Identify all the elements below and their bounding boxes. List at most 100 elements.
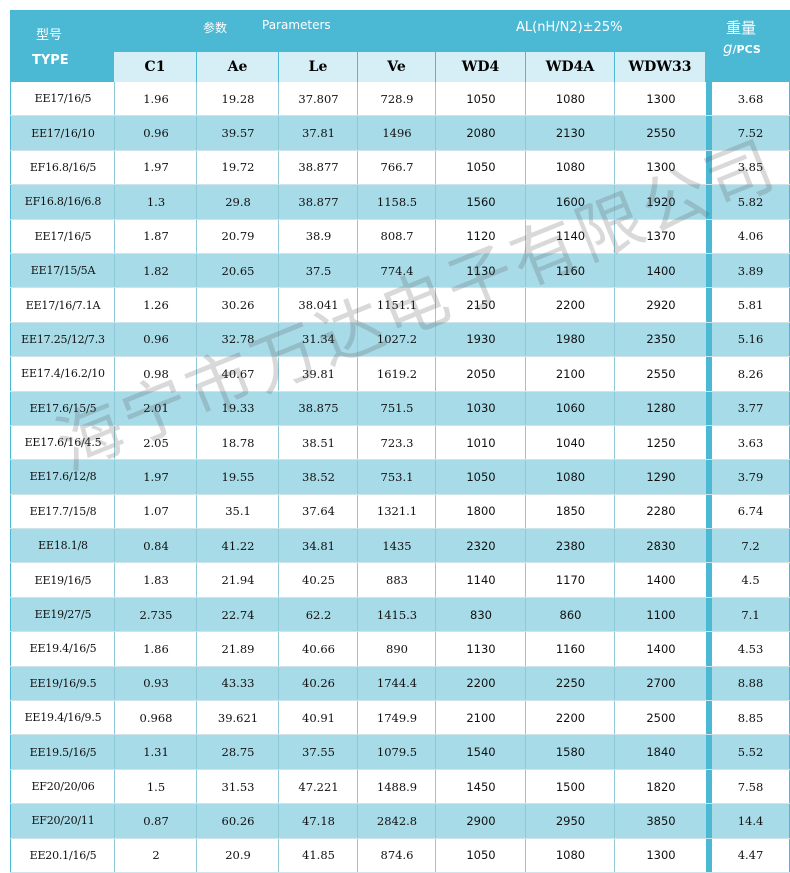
table-row: EE19.4/16/9.5 0.968 39.621 40.91 1749.9 2100 2…: [10, 701, 790, 736]
wd4a-cell: 1080: [525, 150, 615, 185]
le-cell: 40.66: [278, 632, 358, 666]
wd4-cell: 1140: [435, 563, 526, 597]
c1-cell: 1.97: [114, 460, 197, 494]
c1-cell: 0.87: [114, 804, 197, 838]
weight-cell: 5.82: [706, 185, 790, 219]
ve-cell: 723.3: [357, 425, 436, 460]
c1-cell: 1.97: [114, 150, 197, 185]
wd4a-cell: 1850: [525, 494, 615, 529]
ae-cell: 43.33: [196, 666, 279, 701]
ve-cell: 1027.2: [357, 322, 436, 357]
weight-cell: 14.4: [706, 804, 790, 838]
c1-cell: 1.86: [114, 632, 197, 666]
ae-cell: 28.75: [196, 735, 279, 769]
wd4-cell: 2150: [435, 288, 526, 322]
weight-cell: 3.85: [706, 150, 790, 185]
wdw33-cell: 1300: [614, 150, 707, 185]
wd4a-cell: 1080: [525, 82, 615, 116]
type-cell: EF20/20/06: [10, 769, 115, 804]
ve-cell: 1488.9: [357, 769, 436, 804]
c1-cell: 2.01: [114, 391, 197, 425]
c1-cell: 1.96: [114, 82, 197, 116]
le-cell: 38.877: [278, 185, 358, 219]
type-cell: EE19.4/16/5: [10, 632, 115, 666]
weight-cell: 5.16: [706, 322, 790, 357]
le-cell: 31.34: [278, 322, 358, 357]
ae-cell: 19.28: [196, 82, 279, 116]
le-cell: 38.52: [278, 460, 358, 494]
type-cell: EE17/16/5: [10, 219, 115, 253]
weight-cell: 6.74: [706, 494, 790, 529]
le-cell: 40.26: [278, 666, 358, 701]
ve-cell: 1079.5: [357, 735, 436, 769]
ae-cell: 30.26: [196, 288, 279, 322]
wd4-cell: 1560: [435, 185, 526, 219]
wd4a-cell: 2130: [525, 116, 615, 150]
weight-cell: 7.52: [706, 116, 790, 150]
wd4a-cell: 1170: [525, 563, 615, 597]
ve-cell: 890: [357, 632, 436, 666]
ve-cell: 874.6: [357, 838, 436, 872]
c1-cell: 0.96: [114, 116, 197, 150]
weight-unit-g: g: [723, 39, 733, 57]
c1-cell: 1.87: [114, 219, 197, 253]
table-row: EE17.4/16.2/10 0.98 40.67 39.81 1619.2 2050 21…: [10, 357, 790, 392]
ae-cell: 18.78: [196, 425, 279, 460]
ve-cell: 774.4: [357, 253, 436, 288]
weight-header-cn: 重量: [726, 19, 757, 37]
wd4-cell: 1540: [435, 735, 526, 769]
weight-cell: 8.26: [706, 357, 790, 391]
wdw33-cell: 2500: [614, 701, 707, 735]
ve-cell: 1151.1: [357, 288, 436, 322]
wd4-cell: 1050: [435, 460, 526, 494]
type-cell: EE17.4/16.2/10: [10, 357, 115, 391]
ae-cell: 32.78: [196, 322, 279, 357]
wd4a-cell: 2250: [525, 666, 615, 701]
wd4-cell: 2900: [435, 804, 526, 838]
wdw33-cell: 2830: [614, 529, 707, 563]
table-row: EF20/20/11 0.87 60.26 47.18 2842.8 2900 2950 38…: [10, 804, 790, 839]
wd4a-cell: 1160: [525, 632, 615, 666]
type-cell: EE17/15/5A: [10, 253, 115, 288]
wd4a-cell: 860: [525, 597, 615, 632]
c1-cell: 2.735: [114, 597, 197, 632]
table-row: EE19/27/5 2.735 22.74 62.2 1415.3 830 860 1100 7…: [10, 597, 790, 633]
ae-cell: 39.621: [196, 701, 279, 735]
le-cell: 37.81: [278, 116, 358, 150]
wd4a-cell: 1980: [525, 322, 615, 357]
c1-cell: 1.82: [114, 253, 197, 288]
wdw33-cell: 1300: [614, 82, 707, 116]
al-header: AL(nH/N2)±25%: [516, 20, 623, 35]
wdw33-cell: 2550: [614, 357, 707, 391]
weight-cell: 3.63: [706, 425, 790, 460]
ve-cell: 1744.4: [357, 666, 436, 701]
wdw33-cell: 1400: [614, 253, 707, 288]
wdw33-cell: 1250: [614, 425, 707, 460]
le-cell: 37.55: [278, 735, 358, 769]
table-row: EF16.8/16/5 1.97 19.72 38.877 766.7 1050 1080 1…: [10, 150, 790, 186]
c1-cell: 1.26: [114, 288, 197, 322]
wd4-cell: 2080: [435, 116, 526, 150]
wdw33-cell: 1840: [614, 735, 707, 769]
c1-cell: 1.83: [114, 563, 197, 597]
wdw33-cell: 2350: [614, 322, 707, 357]
wd4-cell: 1010: [435, 425, 526, 460]
col-header-c1: C1: [114, 52, 196, 82]
wdw33-cell: 1280: [614, 391, 707, 425]
c1-cell: 0.84: [114, 529, 197, 563]
le-cell: 39.81: [278, 357, 358, 391]
ve-cell: 728.9: [357, 82, 436, 116]
wd4a-cell: 1040: [525, 425, 615, 460]
wd4-cell: 1050: [435, 838, 526, 872]
wdw33-cell: 1300: [614, 838, 707, 872]
type-cell: EE18.1/8: [10, 529, 115, 563]
col-header-wdw33: WDW33: [615, 52, 705, 82]
ae-cell: 60.26: [196, 804, 279, 838]
type-cell: EE19.4/16/9.5: [10, 701, 115, 735]
table-row: EE17/16/10 0.96 39.57 37.81 1496 2080 2130 2550…: [10, 116, 790, 151]
weight-cell: 7.58: [706, 769, 790, 804]
ve-cell: 1749.9: [357, 701, 436, 735]
type-cell: EE17.6/12/8: [10, 460, 115, 494]
ae-cell: 29.8: [196, 185, 279, 219]
wd4a-cell: 2380: [525, 529, 615, 563]
